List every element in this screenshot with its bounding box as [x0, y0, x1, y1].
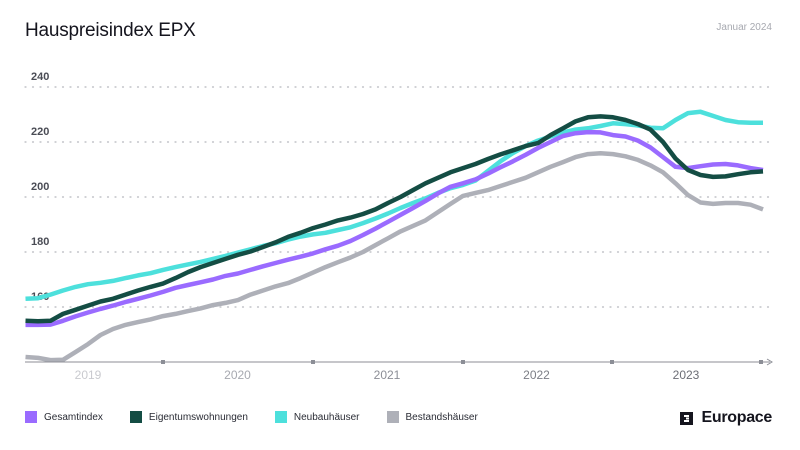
y-tick-label: 180: [31, 236, 49, 248]
x-tick-label: 2022: [523, 368, 550, 382]
y-tick-label: 240: [31, 71, 49, 83]
series-line-gesamtindex: [25, 129, 764, 328]
legend-item-neubauhaeuser[interactable]: Neubauhäuser: [274, 411, 360, 423]
y-tick-label: 220: [31, 126, 49, 138]
x-tick-label: 2020: [224, 368, 251, 382]
legend-label: Bestandshäuser: [405, 411, 478, 423]
legend-item-eigentumswohnungen[interactable]: Eigentumswohnungen: [129, 411, 248, 423]
x-tick-label: 2019: [75, 368, 102, 382]
x-axis-tick-mark: [610, 360, 614, 364]
legend-swatch: [386, 411, 399, 423]
series-line-bestandshaeuser: [25, 151, 764, 363]
brand-logo: Europace: [680, 409, 772, 427]
legend-swatch: [25, 411, 37, 423]
chart-title: Hauspreisindex EPX: [25, 20, 196, 41]
series-lines: [25, 109, 764, 363]
x-axis: 2019 2020 2021 2022 2023: [25, 358, 773, 382]
chart-date: Januar 2024: [716, 22, 772, 33]
legend-label: Neubauhäuser: [293, 411, 360, 423]
x-tick-label: 2023: [673, 368, 700, 382]
legend-item-gesamtindex[interactable]: Gesamtindex: [25, 411, 103, 423]
brand-name: Europace: [701, 409, 772, 426]
legend-label: Eigentumswohnungen: [148, 411, 248, 423]
legend-swatch: [129, 411, 142, 423]
legend-item-bestandshaeuser[interactable]: Bestandshäuser: [386, 411, 478, 423]
x-axis-arrow-icon: [766, 358, 773, 366]
legend-swatch: [274, 411, 287, 423]
x-axis-tick-mark: [461, 360, 465, 364]
y-tick-label: 200: [31, 181, 49, 193]
legend-label: Gesamtindex: [44, 411, 103, 423]
series-line-neubauhaeuser: [25, 109, 763, 302]
x-tick-label: 2021: [374, 368, 401, 382]
x-axis-tick-mark: [311, 360, 315, 364]
legend: Gesamtindex Eigentumswohnungen Neubauhäu…: [25, 411, 505, 423]
x-axis-tick-mark: [161, 360, 165, 364]
series-line-eigentumswohnungen: [25, 114, 764, 324]
europace-logo-icon: [680, 411, 694, 425]
x-axis-tick-mark: [759, 360, 763, 364]
